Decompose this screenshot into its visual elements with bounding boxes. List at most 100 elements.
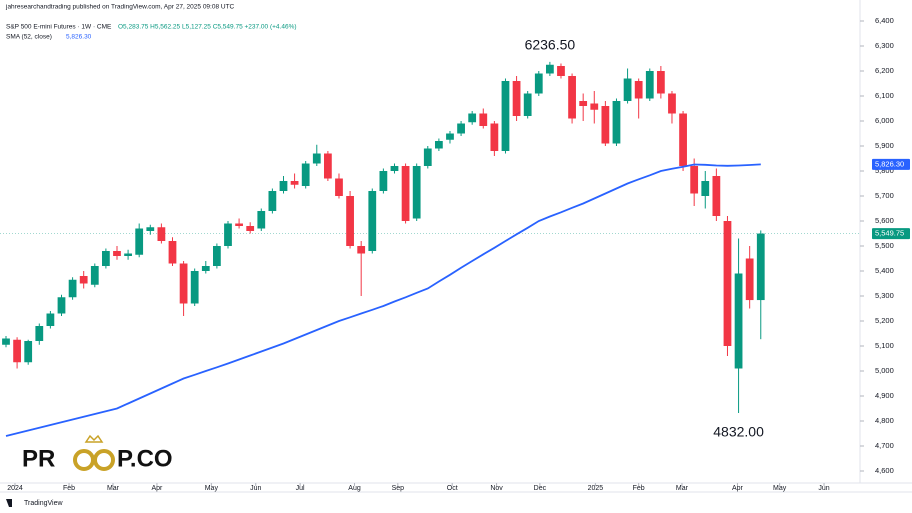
candle-body (102, 251, 110, 266)
candle-body (312, 153, 321, 164)
x-tick-label: Feb (633, 485, 645, 492)
y-tick-label: 4,900 (875, 391, 894, 400)
candle-body (335, 178, 343, 196)
candle-body (734, 273, 743, 369)
y-tick-label: 6,400 (875, 16, 894, 25)
candle-body (690, 166, 699, 194)
candle-body (124, 253, 132, 256)
candle-body (645, 71, 654, 99)
candle-body (224, 223, 232, 246)
candle-body (268, 191, 277, 211)
x-tick-label: Jun (250, 485, 261, 492)
sma-legend-value: 5,826.30 (66, 34, 92, 41)
annotation: 4832.00 (713, 424, 764, 440)
candle-body (57, 297, 66, 314)
candle-body (213, 246, 221, 266)
candle-body (623, 78, 632, 101)
y-tick-label: 4,800 (875, 416, 894, 425)
candle-body (113, 251, 121, 256)
y-tick-label: 5,700 (875, 191, 894, 200)
candle-body (235, 223, 243, 226)
candle-body (257, 211, 266, 229)
y-tick-label: 5,400 (875, 266, 894, 275)
candle-body (357, 246, 366, 254)
candle-body (346, 196, 354, 246)
logo-crown (84, 434, 104, 443)
x-tick-label: May (205, 485, 219, 492)
candle-body (301, 163, 310, 186)
candle-body (512, 81, 521, 116)
candle-body (612, 101, 621, 144)
y-tick-label: 5,000 (875, 366, 894, 375)
candle-body (157, 227, 166, 241)
candle-body (601, 106, 610, 144)
sma-legend: SMA (52, close) (6, 34, 52, 41)
candle-body (35, 326, 44, 341)
candle-body (379, 171, 388, 191)
x-tick-label: Dec (534, 485, 547, 492)
candle-body (279, 181, 288, 191)
logo-text: P.CO (117, 445, 173, 472)
ohlc: O5,283.75 H5,562.25 L5,127.25 C5,549.75 … (118, 24, 297, 31)
y-tick-label: 4,700 (875, 441, 894, 450)
candle-body (668, 93, 676, 114)
y-tick-label: 5,100 (875, 341, 894, 350)
candle-body (579, 101, 588, 106)
y-tick-label: 5,600 (875, 216, 894, 225)
y-tick-label: 6,100 (875, 91, 894, 100)
candle-body (568, 76, 576, 119)
symbol: S&P 500 E-mini Futures · 1W · CME (6, 24, 112, 31)
candle-body (412, 166, 421, 219)
candle-body (390, 166, 399, 171)
logo: PR P.CO (22, 434, 173, 472)
candle-body (401, 166, 410, 221)
annotation: 6236.50 (525, 37, 576, 53)
candle-body (756, 233, 765, 301)
x-tick-label: 2024 (7, 485, 23, 492)
publisher: jahresearchandtrading published on Tradi… (5, 4, 235, 11)
candle-body (46, 313, 55, 326)
candle-body (24, 341, 33, 363)
candle-body (190, 271, 199, 304)
candle-body (168, 241, 177, 264)
sma-line (5, 163, 761, 437)
candle-body (679, 113, 687, 166)
y-tick-label: 4,600 (875, 466, 894, 475)
x-tick-label: Feb (63, 485, 75, 492)
candle-body (368, 191, 377, 251)
candle-body (135, 228, 144, 255)
candle-body (634, 81, 643, 99)
sma-badge-label: 5,826.30 (875, 159, 904, 168)
candle-body (179, 263, 188, 304)
x-tick-label: Apr (151, 485, 163, 492)
candle-body (90, 266, 99, 285)
candle-body (490, 123, 499, 151)
candle-body (323, 153, 332, 179)
x-tick-label: 2025 (588, 485, 604, 492)
candle-body (534, 73, 543, 94)
x-tick-label: Jul (296, 485, 305, 492)
logo-text: PR (22, 445, 55, 472)
x-tick-label: Nov (490, 485, 503, 492)
candle-body (557, 66, 565, 76)
x-tick-label: Mar (107, 485, 120, 492)
candle-body (545, 64, 554, 74)
candle-body (479, 113, 488, 126)
candle-body (656, 71, 665, 94)
candle-body (701, 181, 710, 196)
candle-body (290, 181, 299, 185)
candle-body (723, 221, 732, 346)
candle-body (246, 226, 255, 231)
sma-badge (872, 158, 910, 170)
candle-body (146, 227, 155, 231)
candle-body (501, 81, 510, 151)
price-badge-label: 5,549.75 (875, 229, 904, 238)
candle-body (446, 133, 454, 140)
candle-body (2, 338, 10, 345)
logo-ring (93, 449, 115, 471)
x-tick-label: Sep (392, 485, 405, 492)
x-tick-label: Jun (818, 485, 829, 492)
candle-body (457, 123, 465, 134)
